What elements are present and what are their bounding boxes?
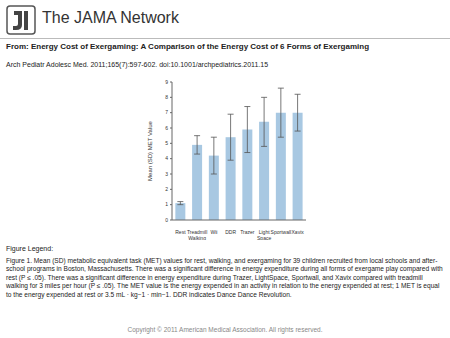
svg-text:6: 6	[165, 125, 168, 131]
svg-text:Rest: Rest	[175, 229, 186, 235]
svg-text:1: 1	[165, 201, 168, 207]
svg-text:2: 2	[165, 186, 168, 192]
svg-text:8: 8	[165, 94, 168, 100]
html-text:The JAMA Network: The JAMA Network	[42, 9, 179, 26]
svg-text:7: 7	[165, 109, 168, 115]
html-text:Figure Legend:: Figure Legend:	[6, 245, 54, 252]
svg-text:9: 9	[165, 79, 168, 85]
html-text:Arch Pediatr Adolesc Med. 2011: Arch Pediatr Adolesc Med. 2011;165(7):59…	[6, 61, 268, 68]
html-text:From: Energy Cost of Exergamin: From: Energy Cost of Exergaming: A Compa…	[6, 42, 369, 51]
svg-text:Trazer: Trazer	[240, 229, 255, 235]
svg-text:4: 4	[165, 155, 168, 161]
svg-text:5: 5	[165, 140, 168, 146]
svg-text:Sportwall: Sportwall	[271, 229, 292, 235]
svg-text:3: 3	[165, 171, 168, 177]
svg-text:LightSpace: LightSpace	[257, 229, 271, 240]
svg-text:Mean (SD) MET Value: Mean (SD) MET Value	[147, 120, 153, 180]
svg-text:DDR: DDR	[225, 229, 236, 235]
svg-text:Wii: Wii	[210, 229, 217, 235]
svg-text:Xavix: Xavix	[292, 229, 305, 235]
svg-text:0: 0	[165, 217, 168, 223]
html-text:Figure 1. Mean (SD) metabolic: Figure 1. Mean (SD) metabolic equivalent…	[6, 257, 443, 298]
svg-text:TreadmillWalking: TreadmillWalking	[187, 229, 207, 240]
html-text:Copyright © 2011 American Medi: Copyright © 2011 American Medical Associ…	[127, 326, 323, 333]
